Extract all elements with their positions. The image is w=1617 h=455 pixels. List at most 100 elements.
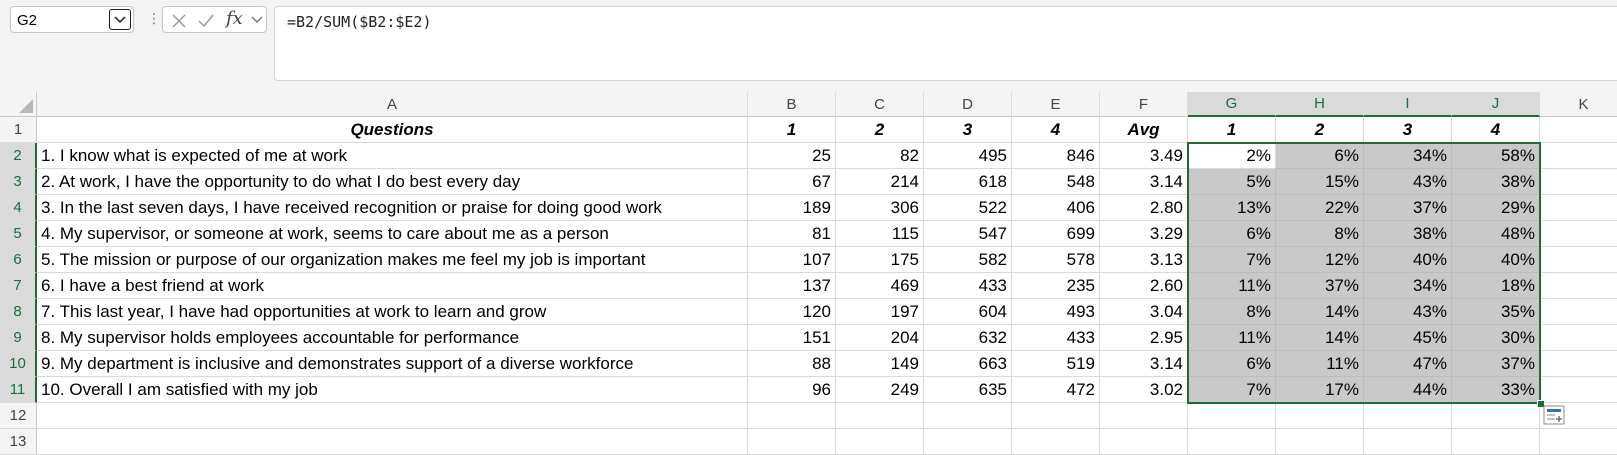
column-header-i[interactable]: I: [1364, 92, 1452, 117]
question-cell[interactable]: 9. My department is inclusive and demons…: [37, 351, 748, 377]
cell-empty[interactable]: [1012, 429, 1100, 455]
count-cell-1[interactable]: 120: [748, 299, 836, 325]
pct-cell-3[interactable]: 47%: [1364, 351, 1452, 377]
count-cell-1[interactable]: 67: [748, 169, 836, 195]
count-cell-2[interactable]: 306: [836, 195, 924, 221]
cell-empty[interactable]: [1188, 403, 1276, 429]
column-header-k[interactable]: K: [1540, 92, 1617, 117]
cell-empty[interactable]: [1452, 403, 1540, 429]
pct-cell-1[interactable]: 6%: [1188, 351, 1276, 377]
row-header-5[interactable]: 5: [0, 221, 37, 247]
count-cell-4[interactable]: 846: [1012, 143, 1100, 169]
header-cell-c[interactable]: 2: [836, 117, 924, 143]
header-cell-avg[interactable]: Avg: [1100, 117, 1188, 143]
cell-empty[interactable]: [836, 429, 924, 455]
cell-empty[interactable]: [748, 429, 836, 455]
count-cell-2[interactable]: 115: [836, 221, 924, 247]
header-cell-b[interactable]: 1: [748, 117, 836, 143]
pct-cell-3[interactable]: 34%: [1364, 273, 1452, 299]
cell-empty[interactable]: [924, 403, 1012, 429]
pct-cell-4[interactable]: 33%: [1452, 377, 1540, 403]
formula-input[interactable]: =B2/SUM($B2:$E2): [274, 6, 1617, 81]
pct-cell-2[interactable]: 37%: [1276, 273, 1364, 299]
cancel-icon[interactable]: [171, 13, 187, 29]
count-cell-1[interactable]: 107: [748, 247, 836, 273]
column-header-h[interactable]: H: [1276, 92, 1364, 117]
avg-cell[interactable]: 2.80: [1100, 195, 1188, 221]
pct-cell-4[interactable]: 30%: [1452, 325, 1540, 351]
quick-analysis-icon[interactable]: [1543, 405, 1565, 425]
pct-cell-4[interactable]: 38%: [1452, 169, 1540, 195]
cell-empty[interactable]: [1100, 403, 1188, 429]
pct-cell-3[interactable]: 37%: [1364, 195, 1452, 221]
chevron-down-icon[interactable]: [251, 16, 263, 25]
avg-cell[interactable]: 3.13: [1100, 247, 1188, 273]
row-header-4[interactable]: 4: [0, 195, 37, 221]
count-cell-3[interactable]: 547: [924, 221, 1012, 247]
count-cell-4[interactable]: 519: [1012, 351, 1100, 377]
question-cell[interactable]: 10. Overall I am satisfied with my job: [37, 377, 748, 403]
count-cell-2[interactable]: 469: [836, 273, 924, 299]
question-cell[interactable]: 3. In the last seven days, I have receiv…: [37, 195, 748, 221]
count-cell-3[interactable]: 632: [924, 325, 1012, 351]
pct-cell-4[interactable]: 58%: [1452, 143, 1540, 169]
cell-empty[interactable]: [1452, 429, 1540, 455]
cell-empty[interactable]: [1540, 221, 1617, 247]
pct-cell-1[interactable]: 7%: [1188, 377, 1276, 403]
header-cell-questions[interactable]: Questions: [37, 117, 748, 143]
pct-cell-3[interactable]: 40%: [1364, 247, 1452, 273]
row-header-1[interactable]: 1: [0, 117, 37, 143]
pct-cell-2[interactable]: 14%: [1276, 325, 1364, 351]
pct-cell-2[interactable]: 17%: [1276, 377, 1364, 403]
avg-cell[interactable]: 3.02: [1100, 377, 1188, 403]
cell-empty[interactable]: [1540, 403, 1617, 429]
cell-empty[interactable]: [1100, 429, 1188, 455]
name-box-dropdown-button[interactable]: [109, 9, 131, 30]
column-header-c[interactable]: C: [836, 92, 924, 117]
pct-cell-1[interactable]: 2%: [1188, 143, 1276, 169]
pct-cell-2[interactable]: 12%: [1276, 247, 1364, 273]
column-header-d[interactable]: D: [924, 92, 1012, 117]
name-box-value[interactable]: G2: [17, 12, 38, 29]
pct-cell-3[interactable]: 34%: [1364, 143, 1452, 169]
cell-empty[interactable]: [1364, 403, 1452, 429]
pct-cell-1[interactable]: 11%: [1188, 273, 1276, 299]
count-cell-2[interactable]: 149: [836, 351, 924, 377]
count-cell-3[interactable]: 522: [924, 195, 1012, 221]
enter-check-icon[interactable]: [197, 13, 215, 29]
count-cell-4[interactable]: 235: [1012, 273, 1100, 299]
question-cell[interactable]: 7. This last year, I have had opportunit…: [37, 299, 748, 325]
insert-function-icon[interactable]: fx: [226, 8, 243, 29]
formula-text[interactable]: =B2/SUM($B2:$E2): [287, 13, 432, 31]
column-header-e[interactable]: E: [1012, 92, 1100, 117]
select-all-corner[interactable]: [0, 92, 37, 117]
count-cell-1[interactable]: 25: [748, 143, 836, 169]
count-cell-4[interactable]: 548: [1012, 169, 1100, 195]
fill-handle[interactable]: [1537, 400, 1545, 408]
question-cell[interactable]: 2. At work, I have the opportunity to do…: [37, 169, 748, 195]
cell-empty[interactable]: [1540, 273, 1617, 299]
count-cell-1[interactable]: 137: [748, 273, 836, 299]
row-header-7[interactable]: 7: [0, 273, 37, 299]
row-header-11[interactable]: 11: [0, 377, 37, 403]
cell-empty[interactable]: [37, 403, 748, 429]
cell-empty[interactable]: [1540, 247, 1617, 273]
column-header-b[interactable]: B: [748, 92, 836, 117]
count-cell-1[interactable]: 96: [748, 377, 836, 403]
header-cell-d[interactable]: 3: [924, 117, 1012, 143]
cell-empty[interactable]: [1276, 403, 1364, 429]
count-cell-2[interactable]: 82: [836, 143, 924, 169]
cell-empty[interactable]: [748, 403, 836, 429]
cell-empty[interactable]: [1276, 429, 1364, 455]
pct-cell-3[interactable]: 38%: [1364, 221, 1452, 247]
pct-cell-3[interactable]: 43%: [1364, 299, 1452, 325]
row-header-10[interactable]: 10: [0, 351, 37, 377]
question-cell[interactable]: 8. My supervisor holds employees account…: [37, 325, 748, 351]
count-cell-4[interactable]: 472: [1012, 377, 1100, 403]
row-header-12[interactable]: 12: [0, 403, 37, 429]
column-header-g[interactable]: G: [1188, 92, 1276, 117]
count-cell-2[interactable]: 249: [836, 377, 924, 403]
question-cell[interactable]: 4. My supervisor, or someone at work, se…: [37, 221, 748, 247]
count-cell-2[interactable]: 204: [836, 325, 924, 351]
pct-cell-2[interactable]: 8%: [1276, 221, 1364, 247]
